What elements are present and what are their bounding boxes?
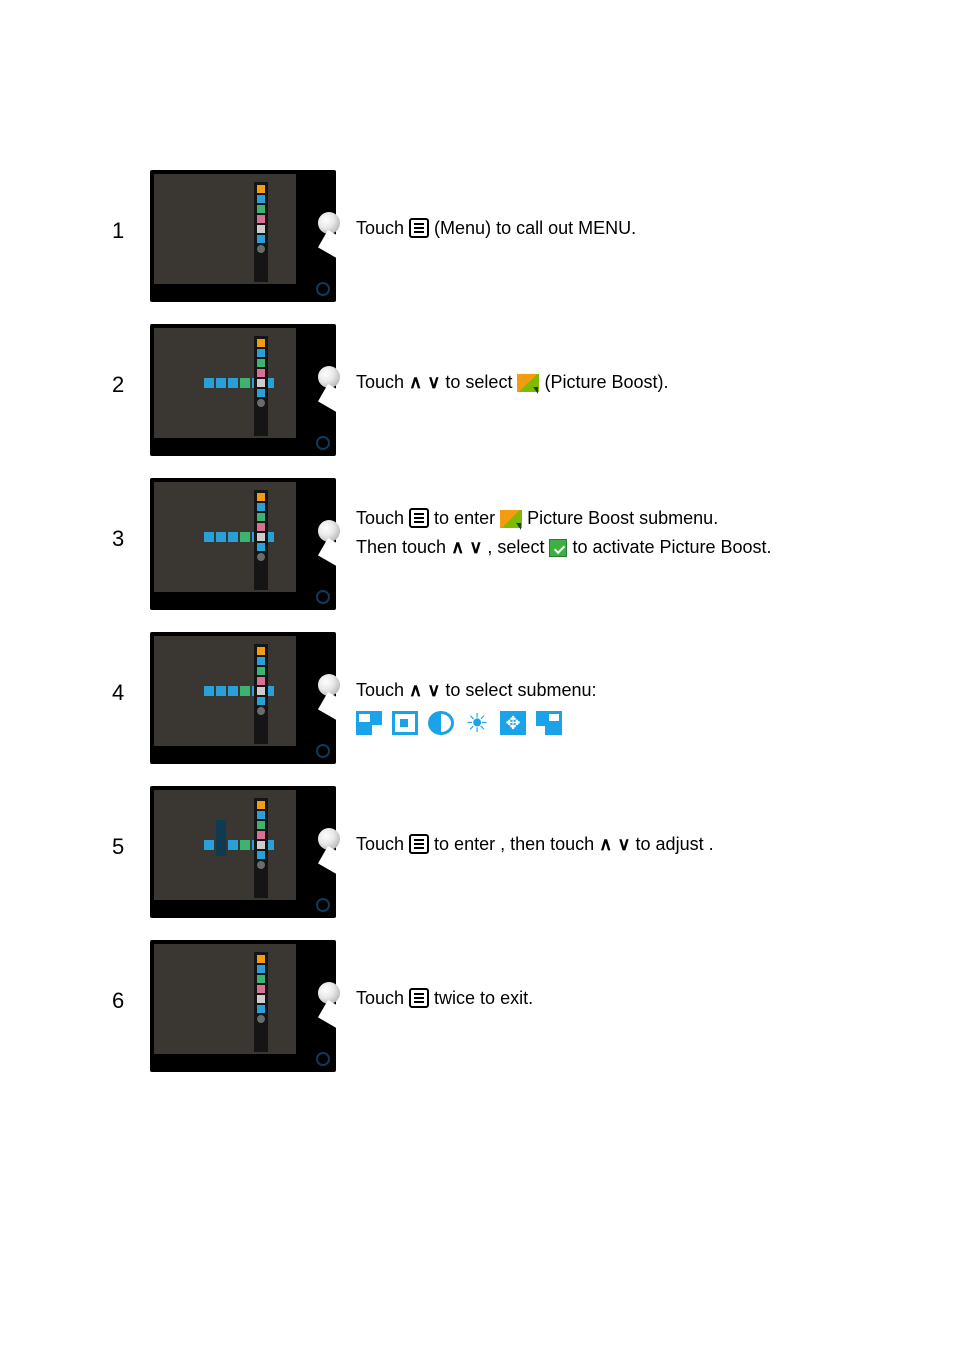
finger-touch-icon (318, 212, 340, 234)
osd-slider (216, 820, 226, 856)
up-down-icon: ∧ ∨ (599, 834, 630, 854)
menu-icon (409, 508, 429, 528)
finger-touch-icon (318, 520, 340, 542)
up-down-icon: ∧ ∨ (451, 537, 482, 557)
monitor-illustration (150, 940, 336, 1072)
picture-boost-icon (500, 510, 522, 528)
instruction-text: Then touch (356, 537, 451, 557)
step-number: 2 (112, 324, 150, 398)
instruction-text: Touch (356, 508, 409, 528)
submenu-icons: ☀ ✥ (356, 711, 772, 735)
monitor-illustration (150, 324, 336, 456)
finger-touch-icon (318, 982, 340, 1004)
frame-alt-icon (536, 711, 562, 735)
frame-size-icon (356, 711, 382, 735)
step-description: Touch ∧ ∨ to select submenu: ☀ ✥ (356, 632, 772, 735)
step-number: 3 (112, 478, 150, 552)
finger-touch-icon (318, 674, 340, 696)
instruction-text: to activate Picture Boost. (567, 537, 771, 557)
step-row: 4 Touch ∧ ∨ to select submenu: (112, 632, 772, 764)
brightness-icon: ☀ (464, 711, 490, 735)
monitor-illustration (150, 786, 336, 918)
monitor-illustration (150, 478, 336, 610)
power-icon (316, 744, 330, 758)
menu-icon (409, 218, 429, 238)
instruction-text: Touch (356, 834, 409, 854)
up-down-icon: ∧ ∨ (409, 372, 440, 392)
step-number: 1 (112, 170, 150, 244)
picture-boost-icon (517, 374, 539, 392)
instruction-text: (Menu) to call out MENU. (429, 218, 636, 238)
menu-icon (409, 988, 429, 1008)
instruction-text: to select (440, 372, 517, 392)
power-icon (316, 282, 330, 296)
monitor-illustration (150, 170, 336, 302)
step-description: Touch ∧ ∨ to select (Picture Boost). (356, 324, 772, 397)
step-row: 5 Touch to enter , then touch ∧ ∨ to ad (112, 786, 772, 918)
instruction-text: Picture Boost submenu. (522, 508, 718, 528)
finger-touch-icon (318, 828, 340, 850)
contrast-icon (428, 711, 454, 735)
instruction-text: (Picture Boost). (539, 372, 668, 392)
instruction-text: Touch (356, 988, 409, 1008)
instruction-text: to adjust . (631, 834, 714, 854)
instruction-text: Touch (356, 680, 409, 700)
instruction-text: to enter (429, 508, 500, 528)
monitor-illustration (150, 632, 336, 764)
power-icon (316, 436, 330, 450)
step-row: 3 Touch to enter Picture Boost subme (112, 478, 772, 610)
osd-sidebar (254, 644, 268, 744)
step-description: Touch (Menu) to call out MENU. (356, 170, 772, 243)
instruction-text: , select (482, 537, 549, 557)
step-row: 6 Touch twice to exit. (112, 940, 772, 1072)
instruction-text: twice to exit. (429, 988, 533, 1008)
step-description: Touch to enter , then touch ∧ ∨ to adjus… (356, 786, 772, 859)
osd-sidebar (254, 952, 268, 1052)
step-description: Touch twice to exit. (356, 940, 772, 1013)
step-number: 5 (112, 786, 150, 860)
finger-touch-icon (318, 366, 340, 388)
instruction-text: Touch (356, 372, 409, 392)
power-icon (316, 898, 330, 912)
osd-sidebar (254, 798, 268, 898)
step-number: 6 (112, 940, 150, 1014)
osd-sidebar (254, 336, 268, 436)
instruction-text: to enter , then touch (429, 834, 599, 854)
step-description: Touch to enter Picture Boost submenu. The… (356, 478, 772, 562)
power-icon (316, 590, 330, 604)
step-row: 2 Touch ∧ ∨ to select (Picture Boost). (112, 324, 772, 456)
check-icon (549, 539, 567, 557)
step-number: 4 (112, 632, 150, 706)
instruction-text: to select submenu: (440, 680, 596, 700)
step-row: 1 Touch (Menu) to call out MENU. (112, 170, 772, 302)
move-icon: ✥ (500, 711, 526, 735)
menu-icon (409, 834, 429, 854)
steps-container: 1 Touch (Menu) to call out MENU. 2 (112, 170, 772, 1094)
power-icon (316, 1052, 330, 1066)
frame-position-icon (392, 711, 418, 735)
osd-sidebar (254, 182, 268, 282)
instruction-text: Touch (356, 218, 409, 238)
up-down-icon: ∧ ∨ (409, 680, 440, 700)
osd-sidebar (254, 490, 268, 590)
